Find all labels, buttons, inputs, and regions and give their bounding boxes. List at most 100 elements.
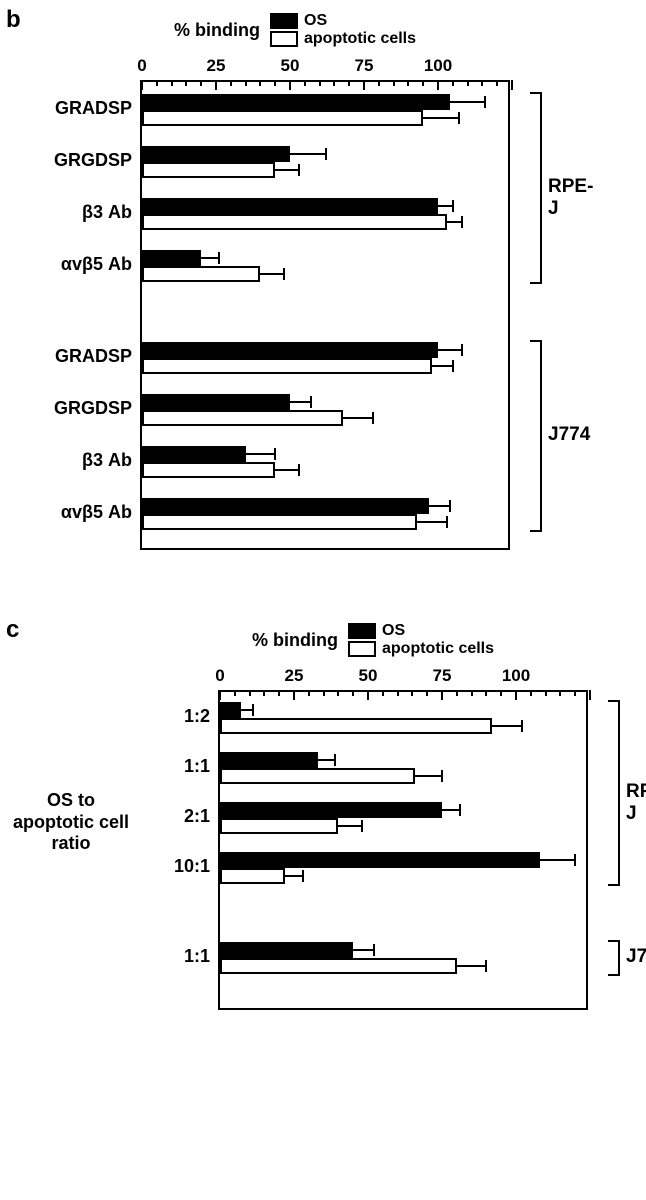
error-bar — [290, 146, 326, 162]
bar-os — [142, 146, 290, 162]
error-bar — [275, 162, 299, 178]
tick-minor — [496, 80, 498, 86]
bar-apoptotic — [220, 868, 285, 884]
error-bar — [275, 462, 299, 478]
category-label: GRADSP — [55, 346, 142, 367]
tick-major — [441, 690, 443, 700]
group-label: RPE-J — [548, 176, 593, 220]
error-bar — [290, 394, 311, 410]
bar-os — [142, 198, 438, 214]
error-bar — [260, 266, 284, 282]
plot-area-b: 0255075100GRADSPGRGDSPβ3 Abαvβ5 AbGRADSP… — [140, 80, 510, 550]
category-label: αvβ5 Ab — [61, 254, 142, 275]
tick-label: 25 — [207, 56, 226, 76]
error-bar — [432, 358, 453, 374]
tick-minor — [319, 80, 321, 86]
error-bar — [423, 110, 459, 126]
tick-minor — [230, 80, 232, 86]
tick-minor — [378, 80, 380, 86]
tick-minor — [234, 690, 236, 696]
error-bar — [343, 410, 373, 426]
group-bracket — [608, 940, 620, 976]
tick-minor — [452, 80, 454, 86]
error-bar — [338, 818, 362, 834]
tick-minor — [545, 690, 547, 696]
tick-label: 50 — [359, 666, 378, 686]
group-label: J774 — [626, 946, 646, 968]
tick-major — [219, 690, 221, 700]
bar-apoptotic — [220, 958, 457, 974]
bar-apoptotic — [142, 162, 275, 178]
bar-os — [220, 942, 353, 958]
tick-minor — [471, 690, 473, 696]
error-bar — [438, 342, 462, 358]
tick-minor — [274, 80, 276, 86]
error-bar — [246, 446, 276, 462]
tick-label: 25 — [285, 666, 304, 686]
category-label: GRGDSP — [54, 150, 142, 171]
tick-major — [589, 690, 591, 700]
category-label: GRGDSP — [54, 398, 142, 419]
tick-minor — [278, 690, 280, 696]
tick-minor — [348, 80, 350, 86]
category-label: 2:1 — [184, 806, 220, 827]
bar-apoptotic — [220, 768, 415, 784]
panel-letter-b: b — [6, 6, 21, 34]
legend-os-label: OS — [304, 12, 327, 30]
category-label: β3 Ab — [82, 450, 142, 471]
bar-apoptotic — [142, 462, 275, 478]
tick-minor — [407, 80, 409, 86]
error-bar — [417, 514, 447, 530]
error-bar — [457, 958, 487, 974]
tick-major — [293, 690, 295, 700]
bar-apoptotic — [220, 718, 492, 734]
tick-minor — [426, 690, 428, 696]
tick-minor — [485, 690, 487, 696]
panel-c: c % binding OS apoptotic cells OS toapop… — [0, 610, 646, 1070]
tick-minor — [574, 690, 576, 696]
bar-os — [142, 250, 201, 266]
legend-apoptotic: apoptotic cells — [270, 30, 416, 48]
tick-label: 0 — [215, 666, 224, 686]
swatch-filled — [270, 13, 298, 29]
figure: b % binding OS apoptotic cells 025507510… — [0, 0, 646, 1070]
tick-minor — [156, 80, 158, 86]
swatch-filled-c — [348, 623, 376, 639]
axis-title-c: % binding — [218, 630, 338, 651]
tick-minor — [263, 690, 265, 696]
legend-c: OS apoptotic cells — [348, 622, 494, 658]
tick-label: 0 — [137, 56, 146, 76]
bar-apoptotic — [142, 214, 447, 230]
tick-minor — [259, 80, 261, 86]
legend-apoptotic-c: apoptotic cells — [348, 640, 494, 658]
panel-b: b % binding OS apoptotic cells 025507510… — [0, 0, 646, 610]
tick-minor — [308, 690, 310, 696]
tick-minor — [530, 690, 532, 696]
error-bar — [353, 942, 374, 958]
error-bar — [415, 768, 442, 784]
bar-apoptotic — [142, 358, 432, 374]
bar-apoptotic — [220, 818, 338, 834]
tick-minor — [249, 690, 251, 696]
group-label: RPE-J — [626, 781, 646, 825]
tick-label: 100 — [502, 666, 530, 686]
legend-apop-label: apoptotic cells — [304, 30, 416, 48]
tick-minor — [500, 690, 502, 696]
bar-os — [142, 94, 450, 110]
tick-minor — [200, 80, 202, 86]
tick-minor — [481, 80, 483, 86]
error-bar — [201, 250, 219, 266]
tick-major — [437, 80, 439, 90]
tick-minor — [393, 80, 395, 86]
tick-minor — [456, 690, 458, 696]
legend-os-label-c: OS — [382, 622, 405, 640]
error-bar — [442, 802, 460, 818]
error-bar — [447, 214, 462, 230]
bar-os — [220, 752, 318, 768]
legend-os: OS — [270, 12, 416, 30]
bar-os — [142, 498, 429, 514]
swatch-open — [270, 31, 298, 47]
category-label: 1:2 — [184, 706, 220, 727]
tick-major — [367, 690, 369, 700]
category-label: β3 Ab — [82, 202, 142, 223]
